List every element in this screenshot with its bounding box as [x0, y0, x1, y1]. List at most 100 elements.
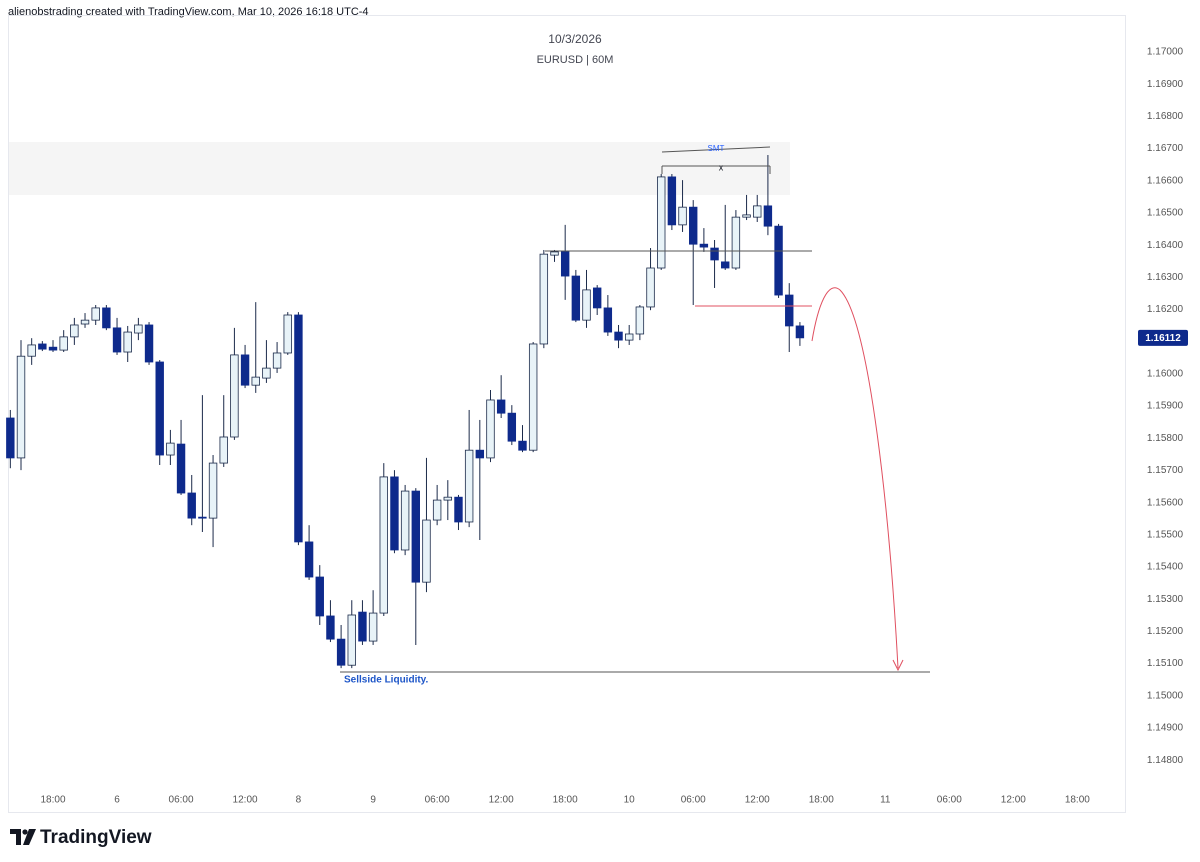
logo-mark	[10, 829, 21, 845]
candle-body	[59, 336, 68, 351]
candle-body	[240, 354, 250, 386]
y-tick-label: 1.16300	[1147, 272, 1184, 283]
y-tick-label: 1.15400	[1147, 562, 1184, 573]
x-tick-label: 18:00	[40, 795, 65, 806]
y-tick-label: 1.15000	[1147, 690, 1184, 701]
candle-body	[528, 343, 538, 451]
candle-body	[390, 476, 399, 551]
x-tick-label: 18:00	[553, 795, 578, 806]
y-tick-label: 1.15500	[1147, 529, 1184, 540]
candle-body	[6, 417, 15, 459]
candle-body	[326, 615, 335, 640]
candle-body	[774, 225, 783, 296]
candle-body	[102, 307, 111, 329]
logo-mark	[22, 829, 28, 835]
candle-body	[347, 614, 356, 666]
candle-body	[550, 251, 559, 256]
candle-body	[187, 492, 196, 519]
x-tick-label: 06:00	[425, 795, 450, 806]
x-tick-label: 8	[296, 795, 302, 806]
candle-body	[123, 331, 132, 353]
candle-body	[16, 355, 26, 459]
x-tick-label: 6	[114, 795, 120, 806]
sellside-label: Sellside Liquidity.	[344, 675, 428, 686]
candle-body	[198, 516, 207, 519]
smt-line	[661, 146, 771, 153]
candle-body	[272, 352, 282, 369]
candle-body	[518, 440, 527, 451]
candle-body	[144, 324, 154, 363]
candle-body	[112, 327, 122, 353]
candle-body	[571, 275, 581, 321]
y-tick-label: 1.15600	[1147, 497, 1184, 508]
last-price-label: 1.16112	[1145, 333, 1181, 344]
candle-body	[283, 314, 292, 354]
y-tick-label: 1.16800	[1147, 111, 1184, 122]
candle-body	[251, 376, 260, 386]
header: alienobstrading created with TradingView…	[8, 6, 369, 18]
candle-body	[315, 576, 324, 617]
candle-body	[795, 325, 805, 339]
y-tick-label: 1.15200	[1147, 626, 1184, 637]
y-tick-label: 1.16000	[1147, 369, 1184, 380]
candle-body	[262, 367, 271, 379]
candle-body	[742, 214, 751, 218]
candle-body	[91, 307, 100, 321]
candle-body	[208, 462, 218, 519]
candle-body	[475, 449, 485, 459]
x-tick-label: 9	[370, 795, 376, 806]
candle-body	[785, 294, 794, 327]
candle-body	[155, 361, 164, 456]
candle-body	[411, 490, 420, 583]
x-tick-label: 18:00	[809, 795, 834, 806]
y-tick-label: 1.16500	[1147, 208, 1184, 219]
candle-body	[678, 206, 687, 226]
y-tick-label: 1.16900	[1147, 79, 1184, 90]
candle-body	[582, 289, 591, 321]
candle-body	[721, 261, 730, 269]
candle-body	[422, 519, 431, 583]
candle-body	[657, 176, 666, 269]
x-tick-label: 10	[624, 795, 636, 806]
candle-body	[486, 399, 495, 459]
logo-text: TradingView	[40, 827, 152, 848]
candle-body	[635, 306, 645, 335]
candle-body	[689, 206, 698, 245]
x-tick-label: 06:00	[937, 795, 962, 806]
candle-body	[507, 412, 517, 442]
y-tick-label: 1.16700	[1147, 143, 1184, 154]
candles	[6, 155, 805, 669]
candle-body	[432, 499, 442, 521]
candle-body	[230, 354, 239, 438]
candle-body	[624, 333, 634, 341]
last-price-box	[1138, 329, 1188, 346]
candle-body	[166, 442, 175, 456]
arrow-head	[892, 659, 904, 672]
chart-title: 10/3/2026	[548, 32, 602, 46]
candle-body	[763, 205, 773, 227]
x-tick-label: 06:00	[169, 795, 194, 806]
candle-body	[134, 324, 143, 334]
candle-body	[464, 449, 474, 523]
x-tick-label: 18:00	[1065, 795, 1090, 806]
candle-body	[699, 243, 709, 248]
candle-body	[304, 541, 314, 578]
candle-body	[443, 496, 453, 501]
y-tick-label: 1.14800	[1147, 755, 1184, 766]
projection-arrow	[811, 287, 899, 669]
logo-mark	[23, 829, 36, 845]
y-tick-label: 1.15700	[1147, 465, 1184, 476]
candle-body	[592, 287, 602, 309]
y-tick-label: 1.16600	[1147, 175, 1184, 186]
x-tick-label: 12:00	[489, 795, 514, 806]
candle-body	[667, 176, 677, 226]
candle-body	[38, 343, 47, 350]
candle-body	[368, 612, 378, 642]
x-tick-label: 06:00	[681, 795, 706, 806]
candle-body	[454, 496, 463, 523]
candle-body	[70, 324, 79, 338]
logo	[10, 829, 36, 845]
